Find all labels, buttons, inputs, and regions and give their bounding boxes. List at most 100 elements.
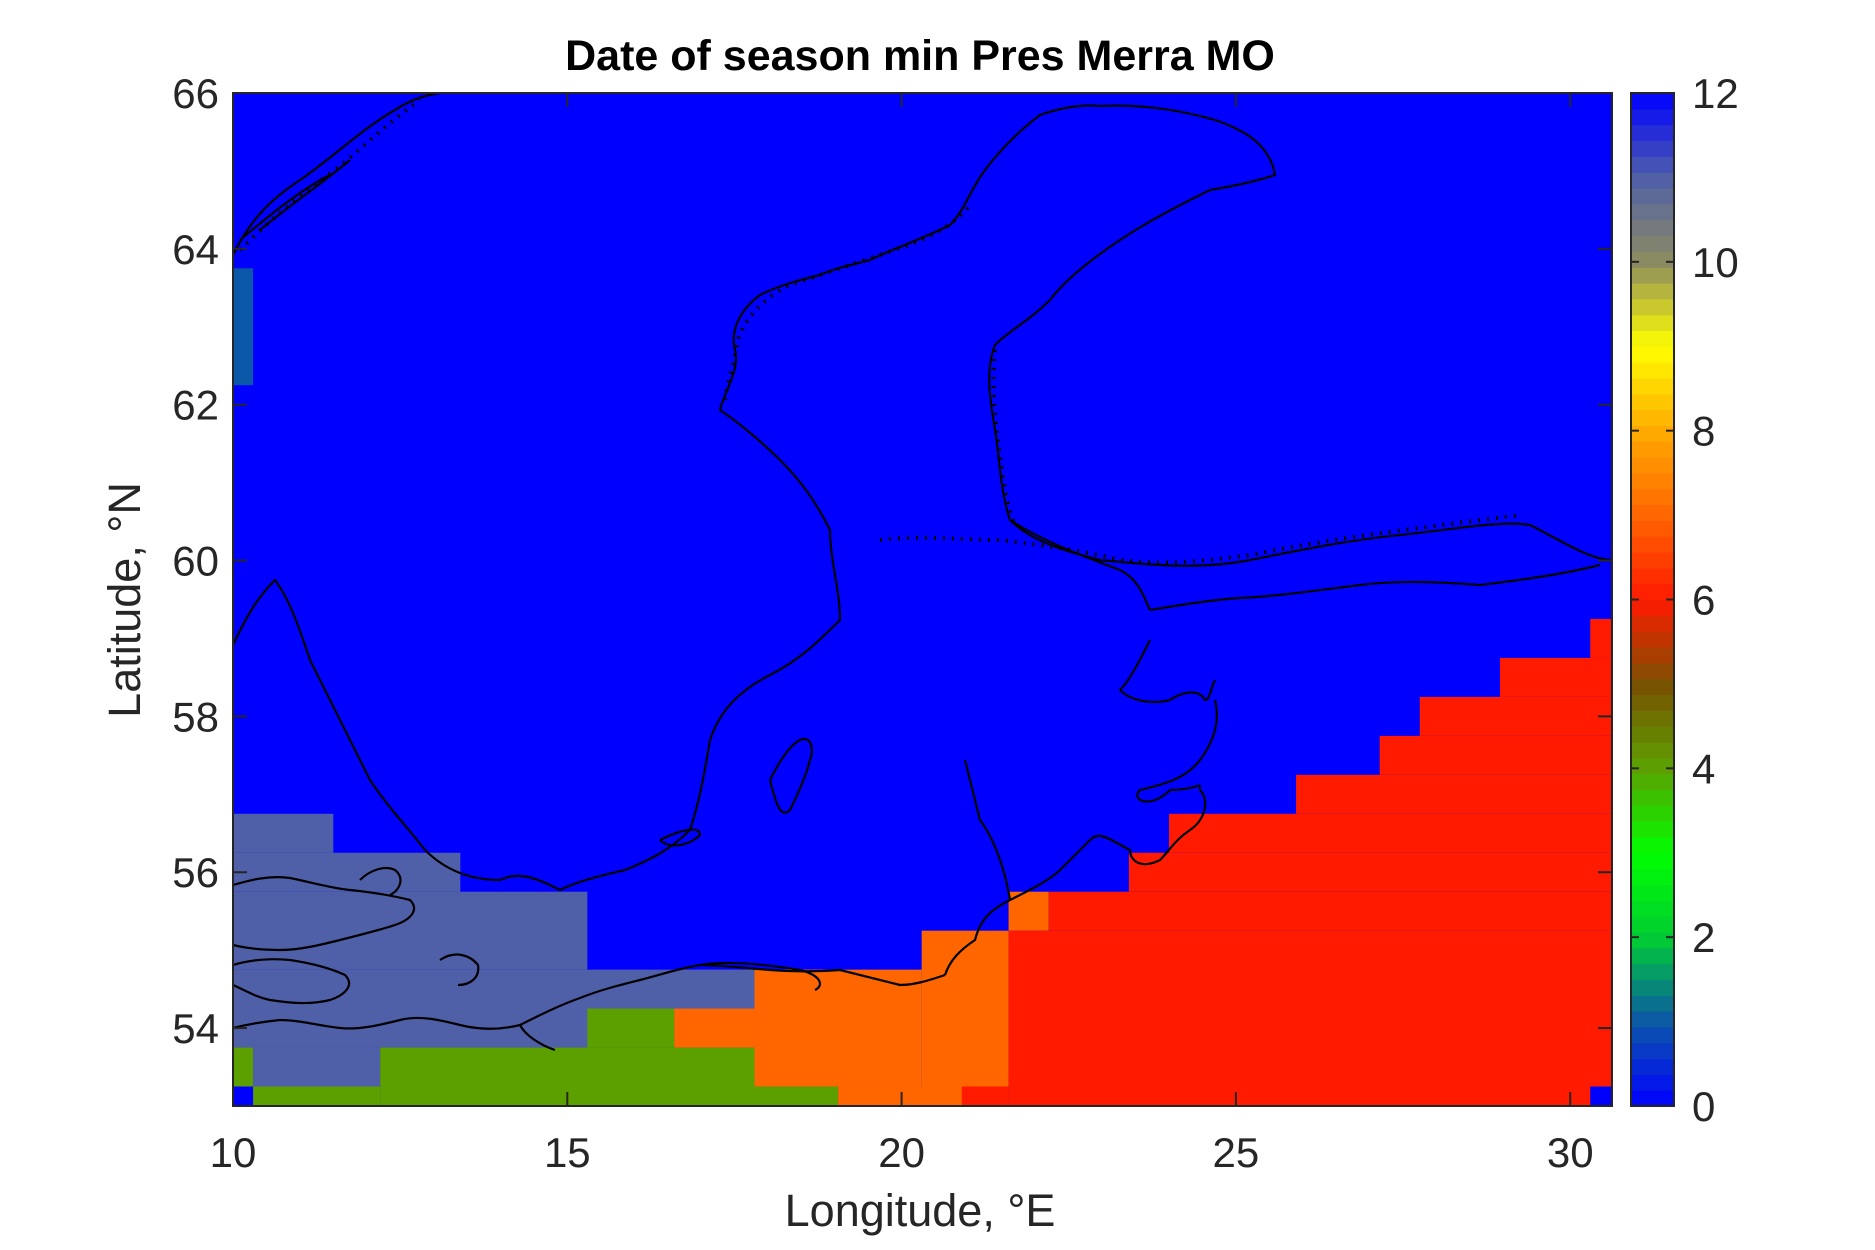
colorbar-cell-59 (1631, 156, 1674, 173)
y-tick-label: 60 (172, 538, 219, 585)
x-ticks: 10 15 20 25 30 (210, 93, 1594, 1176)
colorbar-cell-55 (1631, 219, 1674, 237)
colorbar-cell-41 (1631, 441, 1674, 458)
colorbar-cell-15 (1631, 852, 1674, 870)
heatmap-cell-1 (233, 813, 334, 853)
y-tick-label: 66 (172, 70, 219, 117)
colorbar-cell-35 (1631, 536, 1674, 553)
colorbar-tick-label: 2 (1692, 914, 1715, 961)
heatmap-cell-21 (1296, 774, 1612, 814)
colorbar-cell-28 (1631, 646, 1674, 664)
colorbar-cell-51 (1631, 282, 1674, 300)
colorbar-cell-40 (1631, 457, 1674, 474)
heatmap-cell-18 (1048, 891, 1612, 931)
y-tick-label: 58 (172, 693, 219, 740)
colorbar-cell-57 (1631, 187, 1674, 205)
heatmap-cell-17 (1008, 930, 1612, 1106)
colorbar-cell-33 (1631, 567, 1674, 585)
colorbar-gradient (1631, 93, 1674, 1107)
x-tick-label: 20 (878, 1129, 925, 1176)
colorbar-cell-60 (1631, 140, 1674, 157)
coastline (233, 93, 1612, 1052)
colorbar-tick-label: 10 (1692, 239, 1739, 286)
colorbar: 0 2 4 6 8 10 12 (1630, 70, 1739, 1130)
y-tick-label: 54 (172, 1005, 219, 1052)
colorbar-cell-29 (1631, 631, 1674, 648)
colorbar-cell-50 (1631, 298, 1674, 316)
plot-area: 10 15 20 25 30 54 56 58 60 62 64 66 (172, 70, 1613, 1176)
x-axis-label: Longitude, °E (785, 1185, 1056, 1236)
y-axis-label: Latitude, °N (99, 482, 150, 718)
heatmap-cell-24 (1500, 657, 1612, 697)
colorbar-cell-7 (1631, 979, 1674, 996)
y-ticks: 54 56 58 60 62 64 66 (172, 70, 1612, 1052)
x-tick-label: 25 (1213, 1129, 1260, 1176)
heatmap-cell-19 (1128, 852, 1612, 892)
colorbar-cell-56 (1631, 203, 1674, 221)
colorbar-cell-42 (1631, 425, 1674, 442)
colorbar-cell-0 (1631, 1090, 1674, 1107)
heatmap-cell-16 (961, 1086, 1009, 1106)
heatmap-cell-8 (587, 1008, 675, 1048)
colorbar-cell-46 (1631, 362, 1674, 379)
heatmap-cell-9 (754, 1086, 839, 1106)
colorbar-cell-6 (1631, 995, 1674, 1012)
heatmap-cell-3 (233, 891, 588, 970)
colorbar-cell-49 (1631, 314, 1674, 332)
colorbar-cell-17 (1631, 821, 1674, 838)
colorbar-cell-10 (1631, 931, 1674, 949)
x-tick-label: 15 (544, 1129, 591, 1176)
colorbar-cell-11 (1631, 916, 1674, 933)
colorbar-cell-62 (1631, 108, 1674, 126)
colorbar-cell-63 (1631, 93, 1674, 110)
heatmap-cell-25 (1590, 618, 1612, 658)
colorbar-cell-16 (1631, 836, 1674, 854)
colorbar-cell-2 (1631, 1058, 1674, 1075)
chart-title: Date of season min Pres Merra MO (565, 32, 1275, 80)
heatmap-cell-6 (233, 1047, 254, 1087)
y-tick-label: 62 (172, 382, 219, 429)
colorbar-cell-3 (1631, 1042, 1674, 1060)
colorbar-cell-44 (1631, 393, 1674, 411)
colorbar-cell-36 (1631, 520, 1674, 537)
x-tick-label: 30 (1547, 1129, 1594, 1176)
colorbar-cell-31 (1631, 599, 1674, 616)
colorbar-cell-14 (1631, 868, 1674, 886)
colorbar-tick-label: 12 (1692, 70, 1739, 117)
colorbar-cell-5 (1631, 1011, 1674, 1028)
colorbar-cell-18 (1631, 805, 1674, 822)
colorbar-cell-34 (1631, 552, 1674, 569)
colorbar-tick-label: 4 (1692, 745, 1715, 792)
heatmap-cell-27 (233, 1086, 254, 1106)
colorbar-cell-54 (1631, 235, 1674, 252)
colorbar-cell-58 (1631, 172, 1674, 189)
colorbar-cell-12 (1631, 900, 1674, 917)
heatmap-cell-5 (253, 1047, 381, 1087)
heatmap-regions (233, 268, 1612, 1106)
plot-frame (232, 92, 1613, 1107)
colorbar-cell-53 (1631, 251, 1674, 268)
colorbar-cell-48 (1631, 330, 1674, 347)
colorbar-cell-23 (1631, 726, 1674, 743)
colorbar-cell-32 (1631, 583, 1674, 601)
heatmap-cell-2 (233, 852, 461, 892)
colorbar-cell-22 (1631, 741, 1674, 759)
heatmap-cell-23 (1419, 696, 1612, 736)
colorbar-cell-8 (1631, 963, 1674, 980)
heatmap-cell-12 (754, 969, 922, 1087)
colorbar-cell-21 (1631, 757, 1674, 775)
heatmap-cell-14 (921, 930, 1009, 1106)
colorbar-cell-9 (1631, 947, 1674, 965)
colorbar-cell-1 (1631, 1074, 1674, 1091)
colorbar-cell-39 (1631, 472, 1674, 490)
colorbar-cell-43 (1631, 409, 1674, 426)
colorbar-ticks: 0 2 4 6 8 10 12 (1631, 70, 1739, 1130)
heatmap-cell-11 (674, 1008, 755, 1048)
colorbar-cell-30 (1631, 615, 1674, 632)
colorbar-cell-25 (1631, 694, 1674, 711)
colorbar-cell-47 (1631, 346, 1674, 363)
colorbar-tick-label: 8 (1692, 408, 1715, 455)
colorbar-cell-26 (1631, 678, 1674, 696)
heatmap-cell-22 (1379, 735, 1612, 775)
